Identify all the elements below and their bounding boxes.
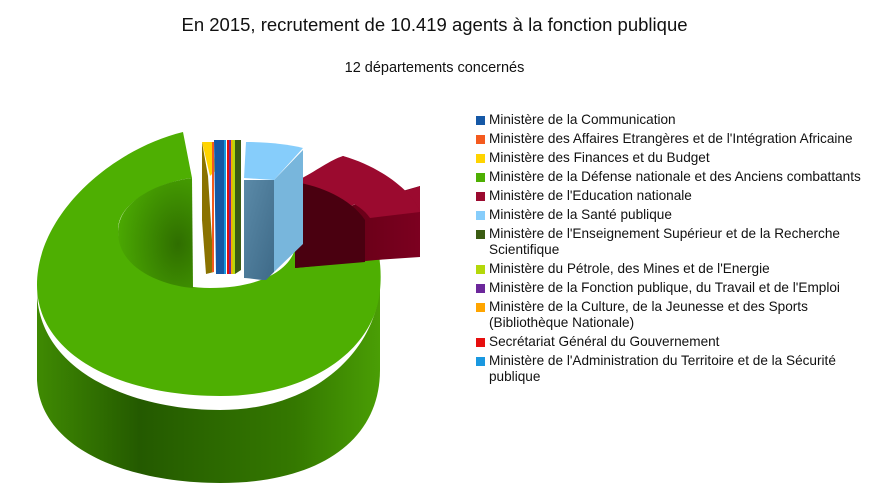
legend-swatch [476,135,485,144]
legend-swatch [476,230,485,239]
chart-legend: Ministère de la Communication Ministère … [476,112,861,388]
legend-item-petrole: Ministère du Pétrole, des Mines et de l'… [476,261,861,277]
slice-finances-side [202,142,214,274]
slice-defense-top [37,132,381,396]
legend-item-affaires-etrangeres: Ministère des Affaires Etrangères et de … [476,131,861,147]
legend-swatch [476,357,485,366]
slice-sante-top [244,142,303,180]
slice-fonction-publique [229,140,231,274]
slice-culture [231,140,233,274]
slice-education-top-face [295,156,420,218]
slice-secretariat-general [227,140,229,274]
legend-item-defense: Ministère de la Défense nationale et des… [476,169,861,185]
legend-item-enseignement-superieur: Ministère de l'Enseignement Supérieur et… [476,226,861,258]
legend-swatch [476,116,485,125]
legend-item-finances: Ministère des Finances et du Budget [476,150,861,166]
legend-item-sante: Ministère de la Santé publique [476,207,861,223]
slice-sante-side [244,180,274,280]
slice-defense-inner [118,178,193,288]
legend-swatch [476,265,485,274]
legend-swatch [476,211,485,220]
slice-communication [214,140,224,274]
chart-subtitle: 12 départements concernés [344,60,525,76]
legend-swatch [476,173,485,182]
chart-title: En 2015, recrutement de 10.419 agents à … [181,14,688,35]
donut-chart-3d [20,120,460,490]
legend-item-culture: Ministère de la Culture, de la Jeunesse … [476,299,861,331]
legend-item-communication: Ministère de la Communication [476,112,861,128]
slice-petrole [232,140,235,274]
slice-administration-territoire [224,140,226,274]
legend-swatch [476,338,485,347]
slice-sante-right [274,150,303,272]
legend-item-secretariat-general: Secrétariat Général du Gouvernement [476,334,861,350]
legend-swatch [476,192,485,201]
slice-enseignement-superieur [235,140,241,274]
legend-swatch [476,303,485,312]
legend-item-fonction-publique: Ministère de la Fonction publique, du Tr… [476,280,861,296]
slice-affaires-etrangeres [212,142,214,272]
slice-education-inner [295,182,365,268]
slice-defense-side [37,280,380,483]
legend-swatch [476,154,485,163]
legend-swatch [476,284,485,293]
legend-item-education: Ministère de l'Education nationale [476,188,861,204]
legend-item-administration-territoire: Ministère de l'Administration du Territo… [476,353,861,385]
